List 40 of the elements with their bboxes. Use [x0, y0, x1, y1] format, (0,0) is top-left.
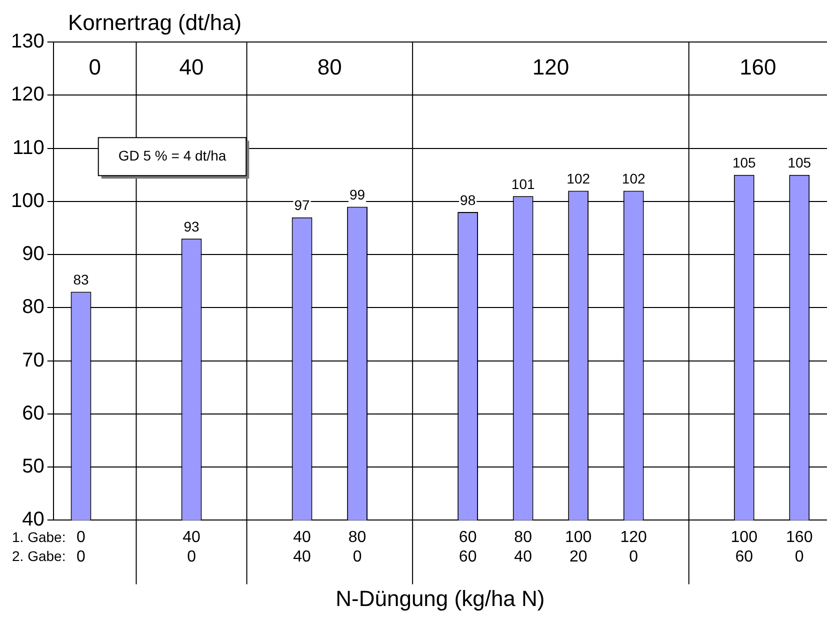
- data-label: 99: [350, 186, 366, 203]
- y-tick-label: 40: [22, 508, 44, 531]
- y-tick-label: 130: [10, 30, 44, 53]
- y-tick-label: 100: [10, 190, 44, 212]
- x-tick-label: 0 0: [76, 529, 86, 566]
- x-tick-label: 40 0: [182, 529, 201, 566]
- data-label: 105: [732, 154, 756, 171]
- annotation: 40: [179, 54, 204, 80]
- x-tick-label: 100 60: [730, 529, 758, 566]
- annotation: GD 5 % = 4 dt/ha: [118, 148, 226, 164]
- x-tick-label: 160 0: [786, 529, 813, 566]
- data-label: 83: [73, 272, 89, 288]
- x-tick-label: 100 20: [564, 529, 592, 566]
- y-tick-label: 50: [22, 456, 44, 478]
- y-tick-label: 80: [22, 296, 44, 318]
- x-tick-label: 40 40: [293, 529, 312, 566]
- annotation: 0: [88, 54, 101, 80]
- x-tick-label: 120 0: [620, 529, 648, 566]
- text: 2. Gabe:: [12, 548, 66, 564]
- annotation: 80: [317, 54, 342, 80]
- data-label: 98: [460, 192, 476, 208]
- data-label: 101: [511, 176, 535, 192]
- y-tick-label: 110: [12, 136, 44, 159]
- annotation: 160: [740, 54, 776, 80]
- y-tick-label: 60: [22, 402, 44, 424]
- x-tick-label: 80 0: [348, 529, 366, 566]
- text: 1. Gabe:: [12, 529, 66, 546]
- data-label: 105: [788, 154, 812, 171]
- x-tick-label: 80 40: [514, 529, 532, 566]
- data-label: 97: [294, 197, 310, 214]
- x-tick-label: 60 60: [458, 529, 477, 566]
- y-tick-label: 70: [22, 349, 44, 372]
- annotation: 120: [532, 54, 570, 80]
- y-tick-label: 120: [10, 84, 44, 106]
- data-label: 93: [184, 218, 200, 234]
- data-label: 102: [566, 170, 590, 187]
- data-label: 102: [622, 170, 646, 187]
- y-tick-label: 90: [22, 243, 44, 266]
- y-axis-title: Kornertrag (dt/ha): [68, 10, 242, 35]
- x-axis-title: N-Düngung (kg/ha N): [336, 586, 545, 611]
